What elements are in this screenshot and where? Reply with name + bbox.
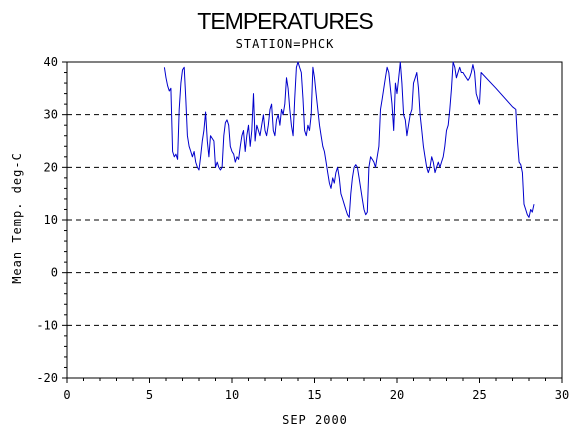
series-group bbox=[163, 61, 535, 218]
x-tick-label: 30 bbox=[555, 388, 569, 402]
y-tick-label: -10 bbox=[36, 318, 58, 332]
y-tick-label: -20 bbox=[36, 371, 58, 385]
gridlines bbox=[67, 61, 562, 379]
y-tick-label: 30 bbox=[44, 108, 58, 122]
x-tick-label: 25 bbox=[472, 388, 486, 402]
chart-title: TEMPERATURES bbox=[197, 8, 373, 34]
x-tick-label: 15 bbox=[307, 388, 321, 402]
chart-subtitle: STATION=PHCK bbox=[236, 37, 335, 51]
y-tick-label: 0 bbox=[51, 266, 58, 280]
x-axis-ticks: 0 5 10 15 20 25 30 bbox=[63, 378, 569, 402]
x-axis-label: SEP 2000 bbox=[282, 413, 348, 427]
y-axis-label: Mean Temp. deg-C bbox=[10, 152, 24, 284]
series-line-0 bbox=[163, 61, 535, 218]
x-tick-label: 20 bbox=[390, 388, 404, 402]
x-tick-label: 0 bbox=[63, 388, 70, 402]
y-axis-ticks: -20 -10 0 10 20 30 40 bbox=[36, 55, 67, 385]
x-tick-label: 10 bbox=[225, 388, 239, 402]
y-tick-label: 40 bbox=[44, 55, 58, 69]
y-tick-label: 20 bbox=[44, 160, 58, 174]
y-tick-label: 10 bbox=[44, 213, 58, 227]
x-tick-label: 5 bbox=[146, 388, 153, 402]
